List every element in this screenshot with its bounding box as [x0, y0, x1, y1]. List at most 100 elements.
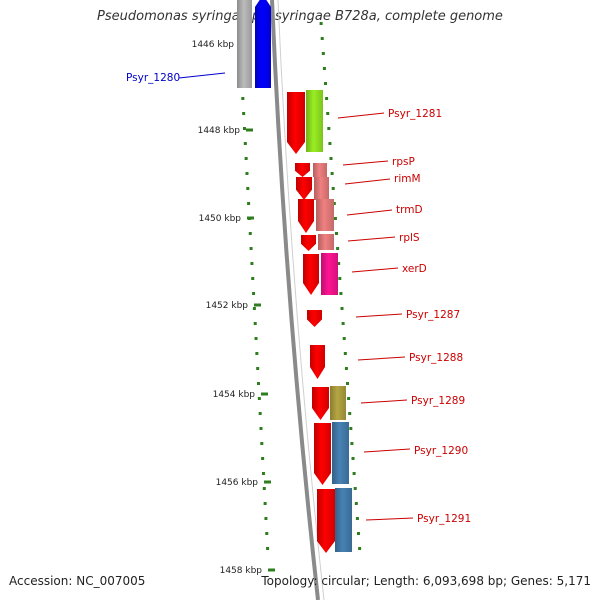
scale-tick-label: 1454 kbp [213, 390, 256, 400]
scale-tick-label: 1446 kbp [192, 40, 235, 50]
cog-bar-shading [237, 0, 252, 88]
genome-backbone [270, 0, 325, 600]
leader-line [360, 399, 408, 404]
gene-label-trmD[interactable]: trmD [396, 204, 423, 216]
gene-feature-trmD[interactable] [298, 199, 334, 233]
gene-label-Psyr_1281[interactable]: Psyr_1281 [388, 108, 442, 120]
gene-feature-rpsP[interactable] [295, 163, 327, 177]
gene-arrow-shading [296, 177, 312, 200]
minor-tick-right [353, 487, 357, 490]
minor-tick-right [333, 217, 337, 220]
gene-label-rimM[interactable]: rimM [394, 173, 421, 185]
backbone-line [270, 0, 320, 600]
backbone-edge [277, 0, 325, 600]
tick-dots [237, 22, 362, 550]
minor-tick-left [258, 412, 262, 415]
gene-feature-Psyr_1291[interactable] [317, 488, 352, 553]
minor-tick-right [331, 187, 335, 190]
scale-tick-label: 1448 kbp [198, 126, 241, 136]
gene-label-Psyr_1291[interactable]: Psyr_1291 [417, 513, 471, 525]
gene-feature-Psyr_1280[interactable] [237, 0, 271, 88]
minor-tick-right [341, 322, 345, 325]
gene-label-Psyr_1287[interactable]: Psyr_1287 [406, 309, 460, 321]
gene-label-xerD[interactable]: xerD [402, 263, 427, 275]
minor-tick-right [337, 262, 341, 265]
minor-tick-right [330, 172, 334, 175]
minor-tick-left [252, 307, 256, 310]
leader-line [363, 448, 411, 453]
minor-tick-right [358, 547, 362, 550]
scale-tick-mark [268, 568, 275, 572]
minor-tick-left [262, 487, 266, 490]
cog-bar-shading [332, 422, 349, 484]
minor-tick-right [348, 412, 352, 415]
gene-feature-xerD[interactable] [303, 253, 338, 295]
gene-label-Psyr_1290[interactable]: Psyr_1290 [414, 445, 468, 457]
gene-feature-Psyr_1290[interactable] [314, 422, 349, 485]
scale-tick-mark [254, 303, 261, 307]
leader-line [337, 112, 385, 119]
scale-tick-mark [261, 392, 268, 396]
topology-summary: Topology: circular; Length: 6,093,698 bp… [261, 574, 591, 588]
gene-feature-rplS[interactable] [301, 234, 334, 251]
minor-tick-left [256, 367, 260, 370]
gene-features [237, 0, 352, 553]
minor-tick-right [342, 337, 346, 340]
minor-tick-right [350, 442, 354, 445]
scale-tick-label: 1452 kbp [206, 301, 249, 311]
minor-tick-right [355, 517, 359, 520]
minor-tick-right [347, 397, 351, 400]
gene-label-Psyr_1289[interactable]: Psyr_1289 [411, 395, 465, 407]
minor-tick-left [241, 97, 245, 100]
minor-tick-right [320, 37, 324, 40]
leader-line [346, 209, 393, 216]
gene-arrow-shading [255, 0, 271, 88]
minor-tick-left [250, 262, 254, 265]
minor-tick-left [260, 442, 264, 445]
minor-tick-left [244, 157, 248, 160]
gene-feature-Psyr_1288[interactable] [310, 345, 325, 379]
gene-label-rpsP[interactable]: rpsP [392, 156, 415, 168]
minor-tick-right [329, 157, 333, 160]
minor-tick-left [253, 322, 257, 325]
minor-tick-left [242, 112, 246, 115]
gene-label-Psyr_1288[interactable]: Psyr_1288 [409, 352, 463, 364]
scale-tick-label: 1456 kbp [216, 478, 259, 488]
minor-tick-right [357, 532, 361, 535]
cog-bar-shading [335, 488, 352, 552]
gene-label-Psyr_1280[interactable]: Psyr_1280 [126, 72, 180, 84]
minor-tick-left [261, 472, 265, 475]
gene-feature-Psyr_1287[interactable] [307, 310, 322, 327]
scale-tick-mark [247, 216, 254, 220]
minor-tick-right [351, 457, 355, 460]
cog-bar-shading [321, 253, 338, 295]
minor-tick-left [254, 337, 258, 340]
minor-tick-left [243, 142, 247, 145]
minor-tick-left [248, 232, 252, 235]
minor-tick-left [249, 247, 253, 250]
cog-bar-shading [318, 234, 334, 250]
cog-bar-shading [306, 90, 323, 152]
gene-arrow-shading [314, 423, 331, 485]
gene-feature-Psyr_1281[interactable] [287, 90, 323, 154]
gene-feature-Psyr_1289[interactable] [312, 386, 346, 420]
minor-tick-left [266, 547, 270, 550]
minor-tick-left [257, 397, 261, 400]
minor-tick-right [352, 472, 356, 475]
minor-tick-left [264, 517, 268, 520]
accession-label: Accession: NC_007005 [9, 574, 146, 588]
minor-tick-right [336, 247, 340, 250]
minor-tick-left [245, 172, 249, 175]
minor-tick-right [344, 367, 348, 370]
leader-line [351, 267, 399, 273]
minor-tick-right [335, 232, 339, 235]
leader-line [357, 356, 406, 361]
cog-bar-shading [314, 177, 329, 200]
gene-feature-rimM[interactable] [296, 177, 329, 200]
gene-labels: Psyr_1280 Psyr_1281 rpsP rimM trmD rplS xerD Ps… [126, 72, 471, 525]
minor-tick-left [265, 532, 269, 535]
cog-bar-shading [330, 386, 346, 420]
gene-label-rplS[interactable]: rplS [399, 232, 420, 244]
